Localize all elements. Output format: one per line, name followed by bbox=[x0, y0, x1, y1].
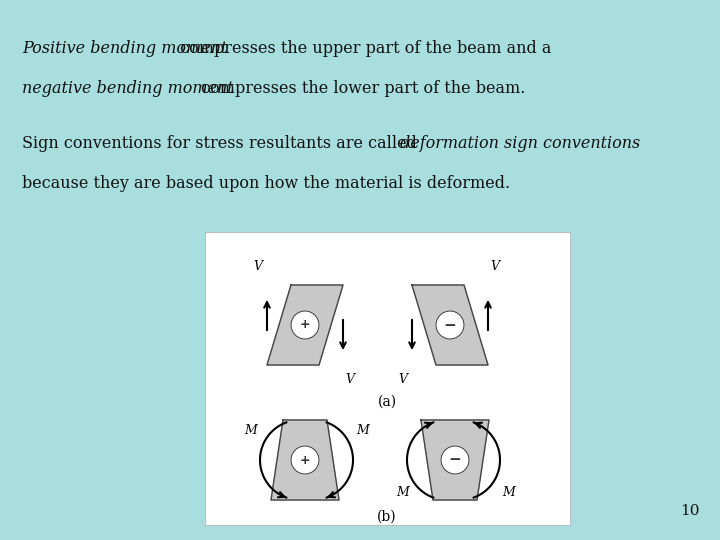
Text: Sign conventions for stress resultants are called: Sign conventions for stress resultants a… bbox=[22, 135, 422, 152]
Text: because they are based upon how the material is deformed.: because they are based upon how the mate… bbox=[22, 175, 510, 192]
Text: (a): (a) bbox=[377, 395, 397, 409]
Text: V: V bbox=[253, 260, 262, 273]
Text: −: − bbox=[444, 318, 456, 333]
Circle shape bbox=[291, 311, 319, 339]
Text: M: M bbox=[397, 485, 410, 498]
Text: Positive bending moment: Positive bending moment bbox=[22, 40, 228, 57]
Text: +: + bbox=[300, 319, 310, 332]
Polygon shape bbox=[271, 420, 339, 500]
Text: M: M bbox=[356, 423, 369, 436]
Text: V: V bbox=[490, 260, 499, 273]
Circle shape bbox=[441, 446, 469, 474]
Text: (b): (b) bbox=[377, 510, 397, 524]
Text: M: M bbox=[503, 485, 516, 498]
Circle shape bbox=[436, 311, 464, 339]
Text: negative bending moment: negative bending moment bbox=[22, 80, 233, 97]
Bar bbox=[205, 232, 570, 525]
Text: V: V bbox=[398, 373, 407, 386]
Text: compresses the lower part of the beam.: compresses the lower part of the beam. bbox=[196, 80, 526, 97]
Text: 10: 10 bbox=[680, 504, 700, 518]
Text: M: M bbox=[245, 423, 257, 436]
Polygon shape bbox=[421, 420, 489, 500]
Text: V: V bbox=[345, 373, 354, 386]
Text: compresses the upper part of the beam and a: compresses the upper part of the beam an… bbox=[175, 40, 552, 57]
Text: deformation sign conventions: deformation sign conventions bbox=[400, 135, 640, 152]
Circle shape bbox=[291, 446, 319, 474]
Polygon shape bbox=[412, 285, 488, 365]
Polygon shape bbox=[267, 285, 343, 365]
Text: −: − bbox=[449, 453, 462, 468]
Text: +: + bbox=[300, 454, 310, 467]
